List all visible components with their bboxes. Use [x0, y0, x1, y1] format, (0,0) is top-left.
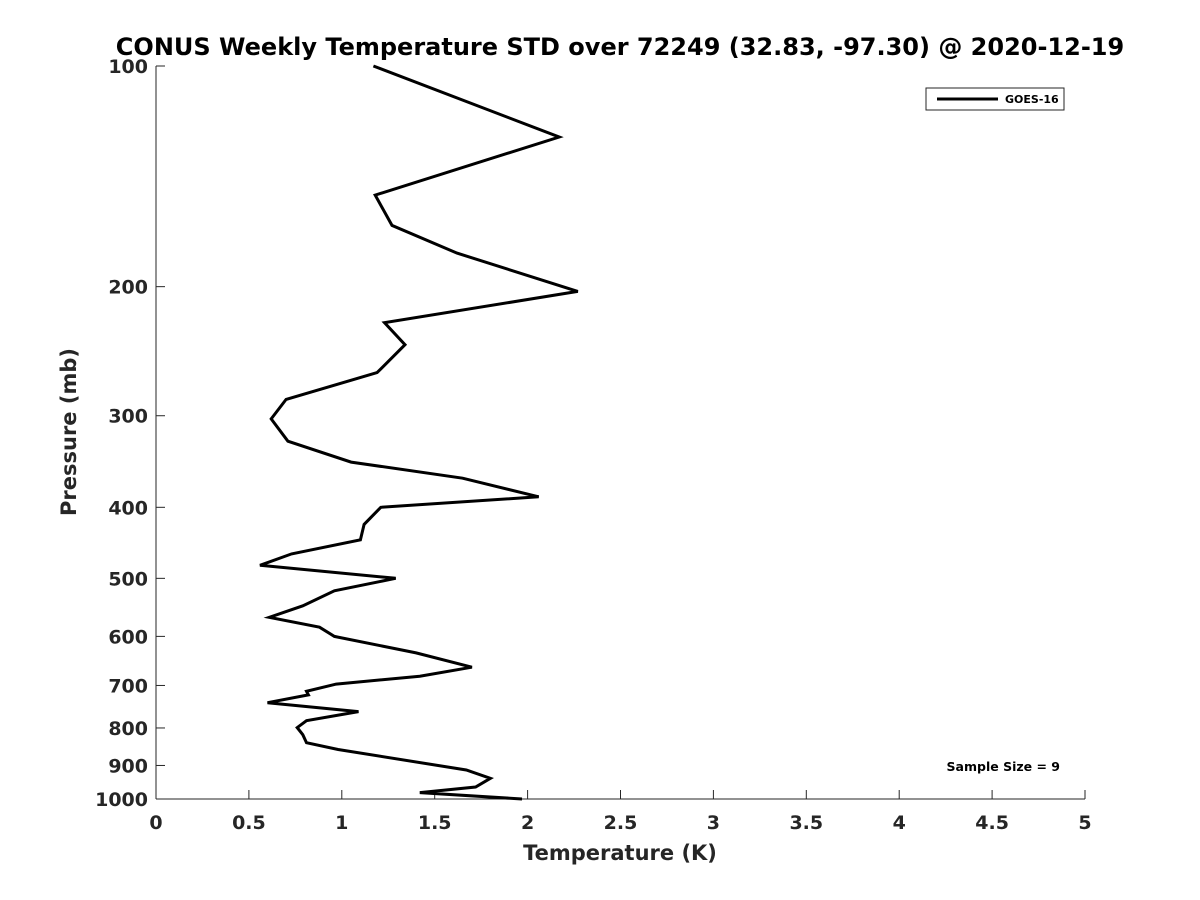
x-tick-label: 4 [893, 812, 906, 834]
x-tick-label: 2.5 [604, 812, 638, 834]
y-axis-ticks: 100 200 300 400 500 600 700 800 900 1000 [95, 56, 165, 811]
sample-size-annotation: Sample Size = 9 [947, 759, 1060, 774]
x-tick-label: 3.5 [789, 812, 823, 834]
x-tick-label: 4.5 [975, 812, 1009, 834]
y-tick-label: 900 [108, 755, 148, 777]
series-line-goes-16 [259, 64, 579, 801]
legend-entry-goes16: GOES-16 [1005, 93, 1059, 106]
x-tick-label: 5 [1078, 812, 1091, 834]
y-tick-label: 100 [108, 56, 148, 78]
y-tick-label: 1000 [95, 789, 148, 811]
legend: GOES-16 [925, 87, 1065, 111]
y-tick-label: 500 [108, 568, 148, 590]
x-tick-label: 0.5 [232, 812, 266, 834]
y-tick-label: 200 [108, 277, 148, 299]
x-tick-label: 1.5 [418, 812, 452, 834]
x-tick-label: 3 [707, 812, 720, 834]
x-tick-label: 1 [335, 812, 348, 834]
x-tick-label: 0 [149, 812, 162, 834]
chart-title: CONUS Weekly Temperature STD over 72249 … [116, 33, 1124, 61]
x-axis-label: Temperature (K) [523, 841, 717, 865]
y-tick-label: 300 [108, 406, 148, 428]
y-axis-label: Pressure (mb) [57, 348, 81, 516]
plot-area [156, 66, 1085, 799]
x-axis-ticks: 0 0.5 1 1.5 2 2.5 3 3.5 4 4.5 5 [149, 790, 1092, 834]
y-tick-label: 600 [108, 626, 148, 648]
y-tick-label: 400 [108, 497, 148, 519]
y-tick-label: 800 [108, 718, 148, 740]
x-tick-label: 2 [521, 812, 534, 834]
series-layer [259, 64, 579, 801]
y-tick-label: 700 [108, 675, 148, 697]
